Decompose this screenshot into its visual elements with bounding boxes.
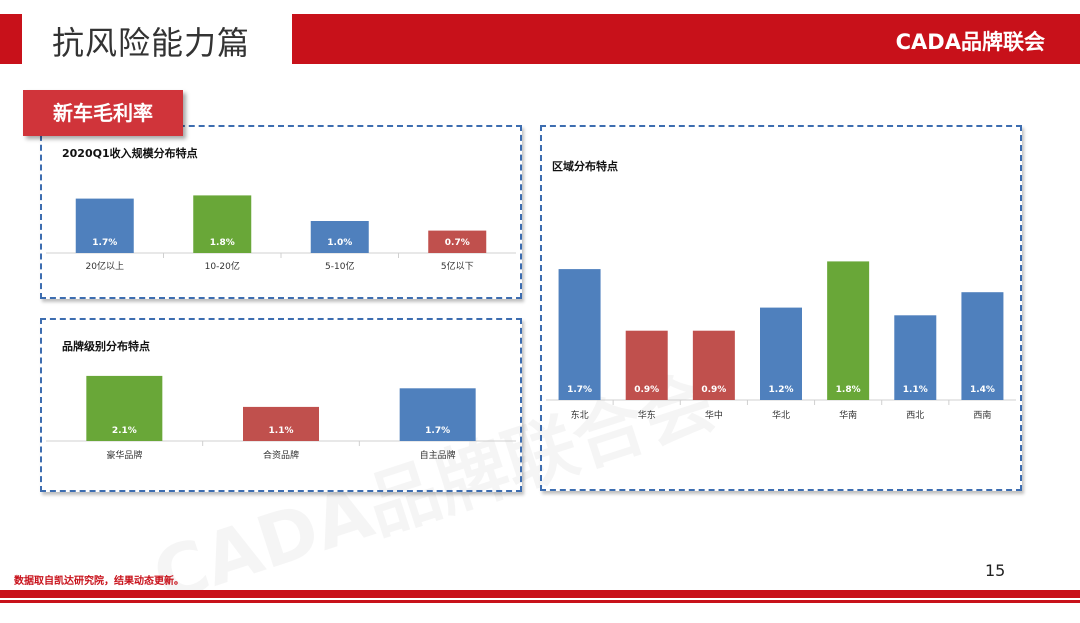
data-label-0: 1.7% xyxy=(567,385,592,395)
category-label-2: 自主品牌 xyxy=(420,449,456,461)
category-label-2: 华中 xyxy=(705,409,723,421)
data-label-4: 1.8% xyxy=(836,385,861,395)
category-label-5: 西北 xyxy=(906,410,924,421)
category-label-0: 豪华品牌 xyxy=(106,449,142,461)
chart-title-region: 区域分布特点 xyxy=(552,160,618,173)
data-label-2: 1.0% xyxy=(327,238,352,248)
bar-2 xyxy=(310,221,369,253)
category-label-3: 5亿以下 xyxy=(441,260,474,272)
bar-4 xyxy=(827,261,870,400)
category-label-1: 合资品牌 xyxy=(263,449,299,461)
category-label-0: 20亿以上 xyxy=(86,260,124,272)
bar-2 xyxy=(399,388,476,441)
footnote: 数据取自凯达研究院，结果动态更新。 xyxy=(14,576,184,587)
data-label-2: 0.9% xyxy=(701,385,726,395)
bar-3 xyxy=(760,307,802,400)
chart-panel-revenue: 2020Q1收入规模分布特点 1.7% 20亿以上 1.8% 10-20亿 1.0% 5-… xyxy=(40,125,522,299)
data-label-0: 2.1% xyxy=(112,426,137,436)
chart-title-revenue: 2020Q1收入规模分布特点 xyxy=(62,147,198,160)
data-label-5: 1.1% xyxy=(903,385,928,395)
category-label-2: 5-10亿 xyxy=(325,260,354,272)
bar-6 xyxy=(961,292,1004,400)
footer-bar xyxy=(0,590,1080,598)
page-title: 抗风险能力篇 xyxy=(52,24,251,62)
chart-revenue: 1.7% 20亿以上 1.8% 10-20亿 1.0% 5-10亿 0.7% 5亿以下 xyxy=(46,195,516,272)
data-label-0: 1.7% xyxy=(92,238,117,248)
bar-0 xyxy=(558,269,601,400)
header-bar xyxy=(292,14,1080,64)
bar-3 xyxy=(428,230,487,253)
category-label-6: 西南 xyxy=(973,409,991,421)
bar-0 xyxy=(86,375,163,441)
brand-label: CADA品牌联会 xyxy=(895,30,1045,54)
chart-brand-level: 2.1% 豪华品牌 1.1% 合资品牌 1.7% 自主品牌 xyxy=(46,375,516,461)
data-label-2: 1.7% xyxy=(425,426,450,436)
footer-bar-thin xyxy=(0,600,1080,603)
category-label-3: 华北 xyxy=(772,409,790,421)
chart-panel-brand-level: 品牌级别分布特点 2.1% 豪华品牌 1.1% 合资品牌 1.7% 自主品牌 xyxy=(40,318,522,492)
data-label-1: 1.1% xyxy=(269,426,294,436)
page-number: 15 xyxy=(985,561,1006,580)
chart-panel-region: 区域分布特点 1.7% 东北 0.9% 华东 0.9% 华中 1.2% 华北 1.8% 华南 1.1… xyxy=(540,125,1022,491)
data-label-3: 0.7% xyxy=(445,238,470,248)
header-left-gap xyxy=(22,14,30,64)
bar-1 xyxy=(243,406,319,441)
bar-1 xyxy=(625,330,668,400)
section-tab: 新车毛利率 xyxy=(23,90,183,136)
chart-title-brand-level: 品牌级别分布特点 xyxy=(62,340,150,353)
category-label-4: 华南 xyxy=(839,409,857,421)
category-label-0: 东北 xyxy=(571,409,589,421)
data-label-1: 0.9% xyxy=(634,385,659,395)
category-label-1: 10-20亿 xyxy=(205,260,240,272)
data-label-1: 1.8% xyxy=(210,238,235,248)
category-label-1: 华东 xyxy=(638,409,656,421)
chart-region: 1.7% 东北 0.9% 华东 0.9% 华中 1.2% 华北 1.8% 华南 1.1% 西北 1.4%… xyxy=(546,261,1016,421)
bar-1 xyxy=(193,195,252,253)
bar-0 xyxy=(75,198,134,253)
bar-5 xyxy=(894,315,937,400)
data-label-3: 1.2% xyxy=(769,385,794,395)
bar-2 xyxy=(692,330,735,400)
data-label-6: 1.4% xyxy=(970,385,995,395)
